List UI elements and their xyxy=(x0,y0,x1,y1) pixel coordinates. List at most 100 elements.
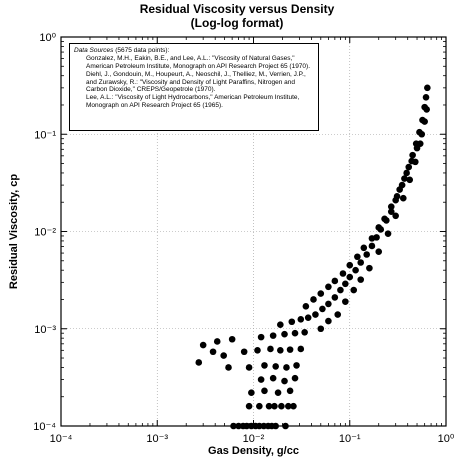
chart-title: Residual Viscosity versus Density xyxy=(139,2,335,16)
data-point xyxy=(278,402,285,410)
data-point xyxy=(281,377,288,385)
x-tick-label: 10⁰ xyxy=(438,433,455,445)
legend-header-italic: Data Sources xyxy=(74,47,114,54)
legend-header-rest: (5675 data points): xyxy=(113,47,170,54)
data-point xyxy=(281,330,288,338)
data-point xyxy=(245,402,253,410)
data-point xyxy=(413,144,421,152)
data-point xyxy=(346,273,354,281)
x-axis-title: Gas Density, g/cc xyxy=(208,445,299,457)
x-tick-label: 10⁻¹ xyxy=(339,433,361,445)
data-point xyxy=(360,244,368,252)
x-tick-label: 10⁻² xyxy=(243,433,265,445)
grid-lines xyxy=(61,37,446,426)
data-point xyxy=(339,270,347,277)
data-point xyxy=(342,298,349,305)
data-point xyxy=(277,321,284,329)
y-tick-labels: 10⁻⁴ 10⁻³ 10⁻² 10⁻¹ 10⁰ xyxy=(33,32,56,433)
data-point xyxy=(393,193,401,200)
data-point xyxy=(363,251,370,258)
data-point xyxy=(293,362,300,369)
data-point xyxy=(418,130,426,138)
data-point xyxy=(398,181,406,189)
data-point xyxy=(213,338,221,345)
chart-title-block: Residual Viscosity versus Density (Log-l… xyxy=(0,2,474,30)
data-point xyxy=(406,176,414,184)
data-point xyxy=(375,248,383,255)
data-point xyxy=(256,402,263,410)
data-point xyxy=(267,345,274,353)
data-point xyxy=(228,335,236,343)
data-point xyxy=(392,212,399,220)
data-point xyxy=(325,317,332,325)
data-point xyxy=(331,277,339,285)
y-tick-label: 10⁻⁴ xyxy=(33,421,56,433)
data-point xyxy=(357,276,365,283)
chart-subtitle: (Log-log format) xyxy=(190,16,284,30)
data-point xyxy=(265,402,273,410)
data-point xyxy=(291,329,299,337)
data-point xyxy=(354,253,361,261)
data-point xyxy=(257,376,265,383)
data-point xyxy=(288,318,296,326)
data-point xyxy=(209,348,217,356)
data-point xyxy=(368,235,376,242)
data-sources-legend: Data Sources (5675 data points): Gonzale… xyxy=(69,43,319,131)
data-points xyxy=(195,84,431,430)
data-point xyxy=(375,224,383,231)
y-tick-label: 10⁻² xyxy=(34,227,56,239)
axis-ticks xyxy=(60,36,447,427)
data-point xyxy=(286,387,294,395)
x-tick-label: 10⁻⁴ xyxy=(50,433,73,445)
data-point xyxy=(387,203,395,210)
data-point xyxy=(248,389,255,396)
data-point xyxy=(346,261,354,269)
data-point xyxy=(297,345,305,353)
data-point xyxy=(366,264,373,272)
data-point xyxy=(312,311,319,318)
data-point xyxy=(302,303,310,310)
data-point xyxy=(285,402,292,410)
y-axis-title: Residual Viscosity, cp xyxy=(8,174,20,289)
data-point xyxy=(272,363,279,370)
data-point xyxy=(409,151,416,159)
data-point xyxy=(350,286,358,294)
data-point xyxy=(271,402,278,410)
data-point xyxy=(220,352,227,359)
data-point xyxy=(225,364,232,371)
legend-source-1: Gonzalez, M.H., Eakin, B.E., and Lee, A.… xyxy=(86,55,311,70)
legend-source-2: Diehl, J., Gondouin, M., Houpeurt, A., N… xyxy=(86,71,306,94)
data-point xyxy=(199,341,207,349)
data-point xyxy=(290,402,297,410)
y-tick-label: 10⁻³ xyxy=(34,324,56,336)
data-point xyxy=(286,346,294,353)
data-point xyxy=(423,106,430,113)
data-point xyxy=(337,286,344,294)
y-tick-label: 10⁻¹ xyxy=(34,129,56,141)
data-point xyxy=(277,347,284,354)
data-point xyxy=(325,300,332,308)
data-point xyxy=(325,283,332,291)
data-point xyxy=(403,169,410,177)
data-point xyxy=(387,208,395,215)
x-tick-label: 10⁻³ xyxy=(146,433,168,445)
data-point xyxy=(254,347,261,354)
data-point xyxy=(297,316,305,323)
data-point xyxy=(269,332,277,339)
y-tick-label: 10⁰ xyxy=(39,32,56,44)
data-point xyxy=(399,194,407,202)
data-point xyxy=(401,175,408,182)
data-point xyxy=(317,290,325,297)
data-point xyxy=(319,305,326,313)
data-point xyxy=(424,84,431,92)
data-point xyxy=(357,259,365,266)
data-point xyxy=(405,163,413,171)
data-point xyxy=(274,389,282,396)
data-point xyxy=(291,374,299,382)
data-point xyxy=(317,325,325,333)
data-point xyxy=(245,364,253,371)
data-point xyxy=(368,242,376,250)
data-point xyxy=(261,387,268,395)
data-point xyxy=(334,311,342,318)
data-point xyxy=(301,328,308,336)
